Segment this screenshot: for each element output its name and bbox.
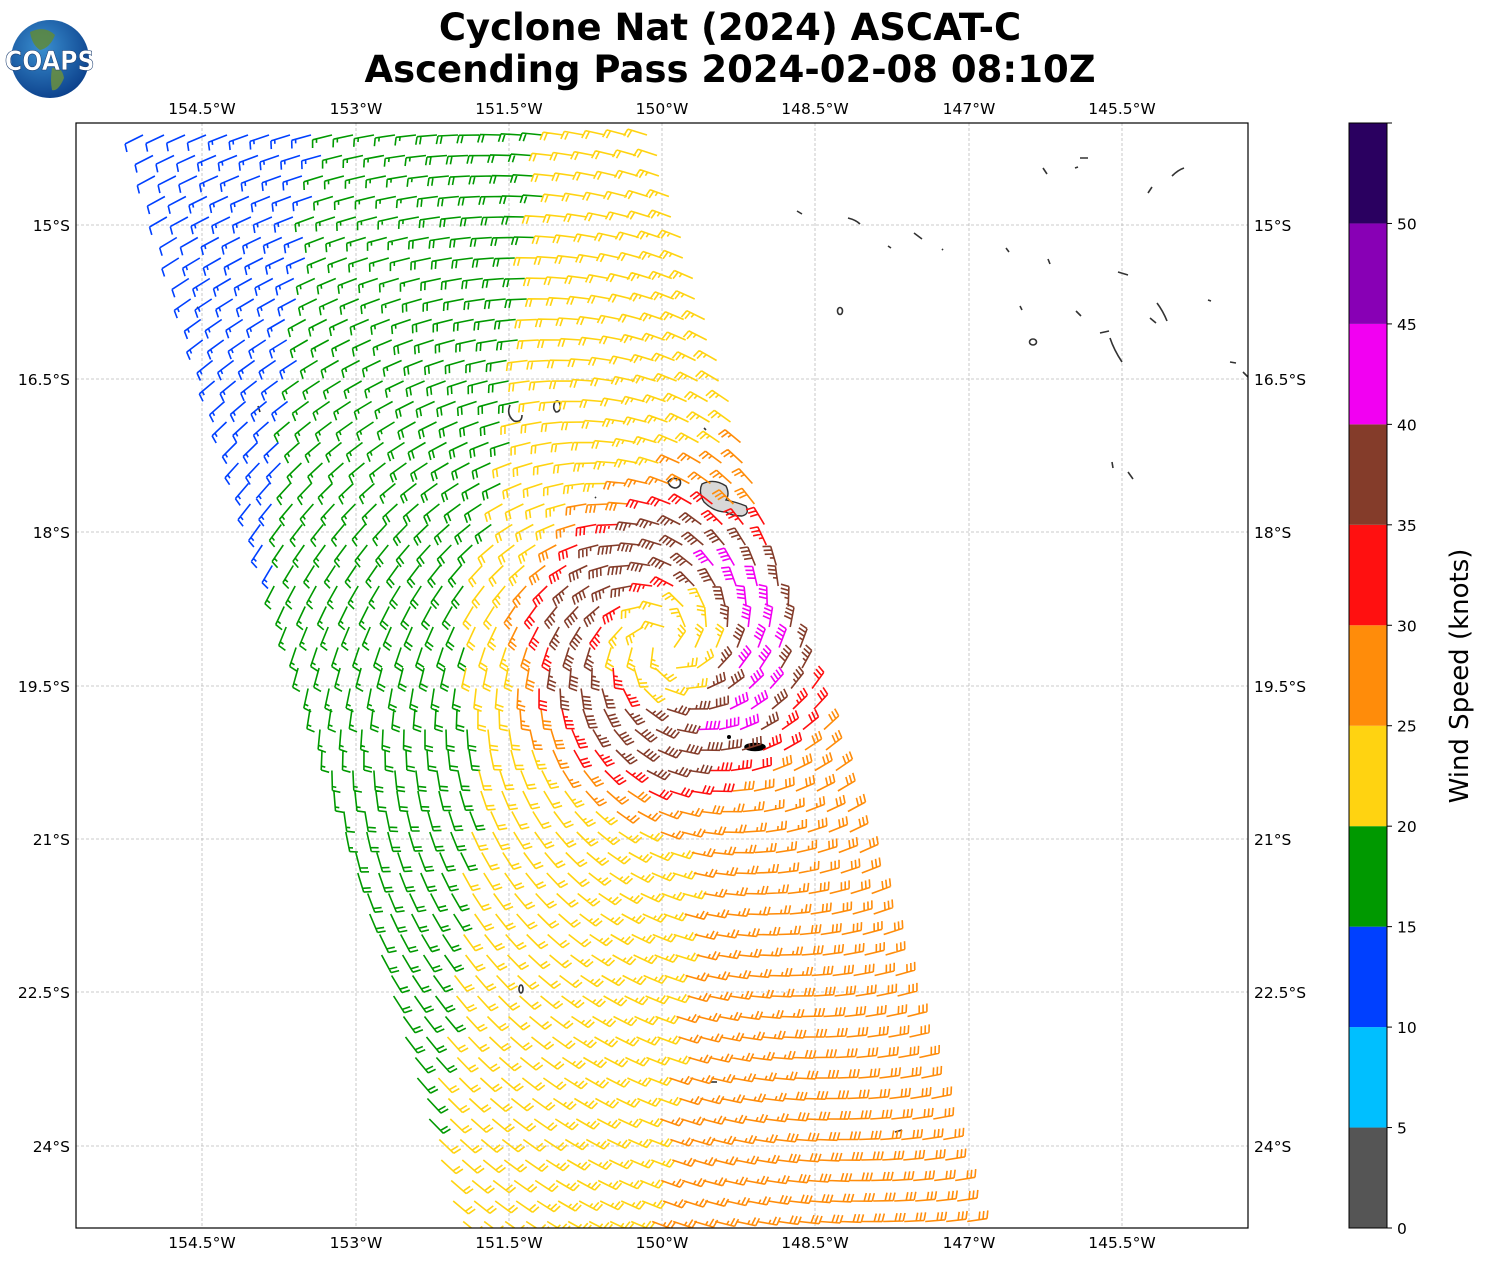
colorbar-bin xyxy=(1349,123,1387,224)
lat-tick-label-right: 24°S xyxy=(1254,1138,1291,1156)
colorbar-label: Wind Speed (knots) xyxy=(1445,549,1475,804)
lon-tick-label-bottom: 153°W xyxy=(330,1234,383,1252)
wind-barbs-cff1010 xyxy=(523,491,829,801)
lon-tick-label-top: 145.5°W xyxy=(1088,100,1155,118)
colorbar-tick-label: 35 xyxy=(1397,517,1417,535)
lon-tick-label-bottom: 154.5°W xyxy=(168,1234,235,1252)
colorbar-tick-label: 5 xyxy=(1397,1120,1407,1138)
colorbar-tick-label: 10 xyxy=(1397,1019,1417,1037)
lon-tick-label-top: 150°W xyxy=(636,100,689,118)
svg-text:COAPS: COAPS xyxy=(5,45,95,77)
wind-barbs-c009900 xyxy=(264,132,543,1134)
map-gridlines xyxy=(76,123,1248,1228)
lat-tick-label-right: 15°S xyxy=(1254,217,1291,235)
colorbar-bin xyxy=(1349,1027,1387,1128)
lon-tick-label-top: 154.5°W xyxy=(168,100,235,118)
wind-barbs-cf200f2 xyxy=(692,547,787,731)
colorbar-tick-label: 0 xyxy=(1397,1220,1407,1238)
wind-barbs-layer xyxy=(124,128,989,1228)
colorbar-tick-label: 15 xyxy=(1397,919,1417,937)
lon-tick-label-bottom: 150°W xyxy=(636,1234,689,1252)
latitude-tick-labels: 15°S 15°S 16.5°S 16.5°S 18°S 18°S 19.5°S 19.5°S… xyxy=(18,217,1306,1156)
lon-tick-label-bottom: 145.5°W xyxy=(1088,1234,1155,1252)
lat-tick-label-right: 18°S xyxy=(1254,524,1291,542)
lat-tick-label-right: 22.5°S xyxy=(1254,984,1306,1002)
lat-tick-label-left: 15°S xyxy=(33,217,70,235)
lat-tick-label-right: 19.5°S xyxy=(1254,678,1306,696)
wind-barbs-c0040ff xyxy=(124,134,322,590)
lat-tick-label-left: 16.5°S xyxy=(18,371,70,389)
lat-tick-label-right: 21°S xyxy=(1254,831,1291,849)
coastlines xyxy=(196,157,1248,1133)
wind-barbs-cff8c0a xyxy=(503,429,989,1228)
colorbar-bin xyxy=(1349,826,1387,927)
longitude-tick-labels: 154.5°W 154.5°W 153°W 153°W 151.5°W 151.5°W 15… xyxy=(168,100,1155,1252)
colorbar: 0 5 10 15 20 25 30 35 40 45 50 xyxy=(1348,122,1417,1238)
title-line-1: Cyclone Nat (2024) ASCAT-C xyxy=(439,6,1021,49)
colorbar-frame xyxy=(1348,122,1388,1229)
lon-tick-label-top: 151.5°W xyxy=(475,100,542,118)
lat-tick-label-left: 24°S xyxy=(33,1138,70,1156)
wind-barbs-c843c2a xyxy=(543,512,813,781)
colorbar-bin xyxy=(1349,323,1387,425)
title-line-2: Ascending Pass 2024-02-08 08:10Z xyxy=(364,48,1095,91)
lon-tick-label-bottom: 148.5°W xyxy=(781,1234,848,1252)
colorbar-bin xyxy=(1349,625,1387,726)
colorbar-bin xyxy=(1349,725,1387,827)
wind-barbs-cffd311 xyxy=(437,128,731,1228)
lat-tick-label-left: 21°S xyxy=(33,831,70,849)
colorbar-bin xyxy=(1349,424,1387,525)
colorbar-bin xyxy=(1349,223,1387,324)
colorbar-bin xyxy=(1349,1127,1387,1228)
colorbar-bin xyxy=(1349,926,1387,1028)
lon-tick-label-top: 148.5°W xyxy=(781,100,848,118)
coaps-logo: COAPS xyxy=(4,20,95,98)
lon-tick-label-top: 147°W xyxy=(943,100,996,118)
lon-tick-label-top: 153°W xyxy=(330,100,383,118)
colorbar-tick-label: 45 xyxy=(1397,316,1417,334)
map-frame xyxy=(75,122,1249,1229)
colorbar-tick-label: 50 xyxy=(1397,215,1417,233)
lat-tick-label-left: 19.5°S xyxy=(18,678,70,696)
lat-tick-label-left: 22.5°S xyxy=(18,984,70,1002)
lat-tick-label-left: 18°S xyxy=(33,524,70,542)
colorbar-tick-label: 40 xyxy=(1397,416,1417,434)
lon-tick-label-bottom: 147°W xyxy=(943,1234,996,1252)
lat-tick-label-right: 16.5°S xyxy=(1254,371,1306,389)
lon-tick-label-bottom: 151.5°W xyxy=(475,1234,542,1252)
colorbar-tick-label: 25 xyxy=(1397,718,1417,736)
colorbar-tick-label: 20 xyxy=(1397,818,1417,836)
colorbar-bin xyxy=(1349,524,1387,626)
colorbar-tick-label: 30 xyxy=(1397,617,1417,635)
